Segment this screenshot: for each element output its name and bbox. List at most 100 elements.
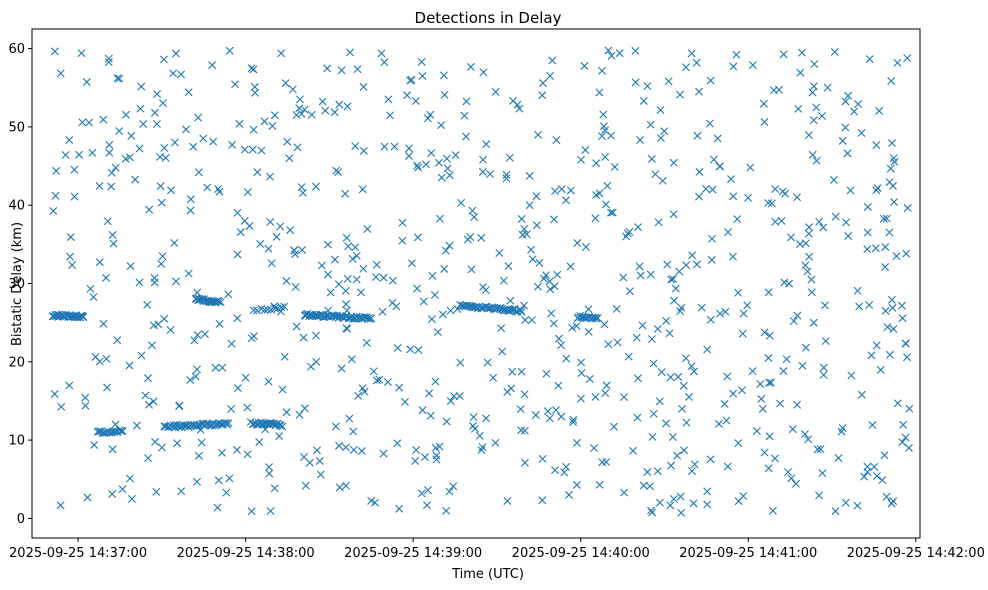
clutter-point	[326, 288, 335, 297]
clutter-point	[729, 389, 738, 398]
clutter-point	[440, 264, 449, 273]
clutter-point	[543, 407, 552, 416]
clutter-point	[620, 393, 628, 402]
clutter-point	[85, 118, 94, 127]
clutter-point	[854, 100, 863, 109]
clutter-point	[152, 120, 161, 128]
clutter-point	[341, 286, 350, 295]
clutter-point	[889, 324, 898, 333]
clutter-point	[636, 271, 645, 280]
clutter-point	[819, 223, 828, 232]
x-tick-label: 2025-09-25 14:37:00	[9, 546, 147, 561]
clutter-point	[455, 392, 464, 401]
clutter-point	[341, 189, 350, 198]
clutter-point	[432, 455, 441, 464]
clutter-point	[99, 115, 108, 124]
clutter-point	[456, 358, 465, 367]
clutter-point	[141, 391, 150, 400]
clutter-point	[815, 217, 824, 226]
clutter-point	[636, 136, 645, 145]
track-point	[263, 305, 272, 314]
clutter-point	[886, 164, 895, 173]
clutter-point	[752, 427, 761, 436]
clutter-point	[157, 198, 166, 207]
clutter-point	[581, 243, 590, 251]
clutter-point	[863, 228, 872, 237]
clutter-point	[503, 496, 512, 505]
clutter-point	[821, 337, 830, 346]
clutter-point	[356, 288, 365, 297]
clutter-point	[344, 242, 353, 251]
clutter-point	[557, 412, 566, 421]
clutter-point	[681, 63, 690, 72]
clutter-point	[233, 384, 242, 393]
clutter-point	[345, 414, 354, 423]
clutter-point	[264, 244, 273, 253]
clutter-point	[225, 474, 234, 483]
clutter-point	[193, 365, 202, 374]
clutter-point	[427, 315, 436, 324]
clutter-point	[695, 192, 704, 201]
clutter-point	[233, 208, 242, 217]
clutter-point	[235, 119, 244, 128]
clutter-point	[595, 189, 604, 198]
clutter-point	[251, 88, 260, 97]
clutter-point	[521, 316, 530, 325]
clutter-point	[131, 175, 140, 184]
clutter-point	[897, 301, 906, 310]
clutter-point	[724, 228, 733, 237]
clutter-point	[677, 508, 686, 517]
clutter-point	[573, 239, 582, 248]
clutter-point	[838, 423, 847, 432]
clutter-point	[222, 488, 231, 497]
clutter-point	[150, 278, 159, 287]
y-tick-label: 20	[8, 355, 25, 370]
clutter-point	[893, 399, 902, 408]
clutter-point	[341, 443, 350, 452]
clutter-point	[620, 488, 629, 497]
clutter-point	[342, 233, 351, 242]
clutter-point	[186, 195, 195, 204]
clutter-point	[682, 261, 691, 270]
clutter-point	[809, 82, 818, 91]
clutter-point	[353, 65, 362, 74]
clutter-point	[734, 288, 743, 297]
clutter-point	[671, 284, 680, 293]
clutter-point	[236, 228, 245, 237]
clutter-point	[359, 146, 368, 155]
clutter-point	[295, 95, 304, 104]
clutter-point	[656, 134, 665, 143]
clutter-point	[411, 457, 420, 466]
clutter-point	[606, 208, 615, 217]
clutter-point	[193, 477, 202, 486]
clutter-point	[615, 49, 624, 58]
clutter-point	[831, 212, 840, 221]
clutter-point	[349, 427, 358, 436]
clutter-point	[707, 255, 716, 264]
x-tick-label: 2025-09-25 14:39:00	[344, 546, 482, 561]
clutter-point	[418, 71, 427, 80]
clutter-point	[764, 354, 773, 363]
clutter-point	[445, 241, 454, 250]
clutter-point	[371, 273, 380, 281]
clutter-point	[764, 198, 773, 207]
clutter-point	[52, 166, 61, 175]
clutter-point	[706, 315, 715, 324]
clutter-point	[299, 333, 308, 342]
clutter-point	[793, 400, 802, 409]
clutter-point	[885, 350, 894, 359]
track-point	[277, 303, 286, 312]
clutter-point	[767, 378, 776, 387]
clutter-point	[194, 113, 203, 122]
clutter-point	[810, 60, 819, 69]
clutter-point	[86, 284, 95, 293]
clutter-point	[56, 501, 65, 510]
track-point	[252, 306, 261, 315]
clutter-point	[167, 186, 176, 195]
clutter-point	[241, 373, 250, 382]
clutter-point	[432, 451, 441, 460]
clutter-point	[446, 306, 455, 315]
clutter-point	[95, 258, 104, 267]
clutter-point	[406, 345, 415, 354]
clutter-point	[290, 246, 299, 255]
